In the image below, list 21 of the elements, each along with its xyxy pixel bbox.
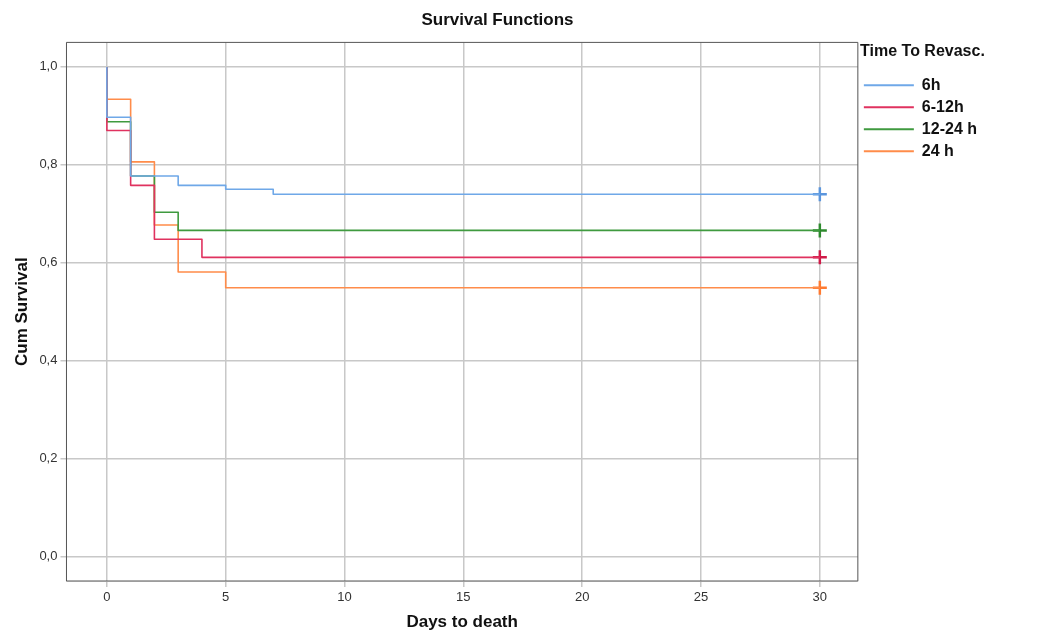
y-tick-label: 0,2 [39, 450, 58, 466]
y-tick-label: 0,6 [39, 254, 58, 270]
y-tick-label: 1,0 [39, 58, 58, 74]
x-tick-label: 10 [337, 589, 352, 605]
y-tick-label: 0,4 [39, 352, 58, 368]
x-tick-label: 5 [222, 589, 230, 605]
legend-label: 6h [921, 75, 941, 93]
legend-label: 6-12h [921, 97, 964, 115]
x-tick-label: 15 [456, 589, 471, 605]
chart-title: Survival Functions [421, 9, 574, 29]
x-tick-label: 20 [574, 589, 590, 605]
x-tick-label: 25 [693, 589, 709, 605]
legend-title: Time To Revasc. [860, 42, 985, 60]
y-tick-label: 0,8 [39, 156, 58, 172]
x-tick-label: 0 [103, 589, 111, 605]
y-axis-title: Cum Survival [11, 257, 31, 367]
x-axis-title: Days to death [406, 612, 518, 632]
y-tick-label: 0,0 [39, 548, 58, 564]
legend-label: 24 h [921, 141, 954, 159]
x-tick-label: 30 [812, 589, 828, 605]
legend-label: 12-24 h [921, 119, 977, 137]
